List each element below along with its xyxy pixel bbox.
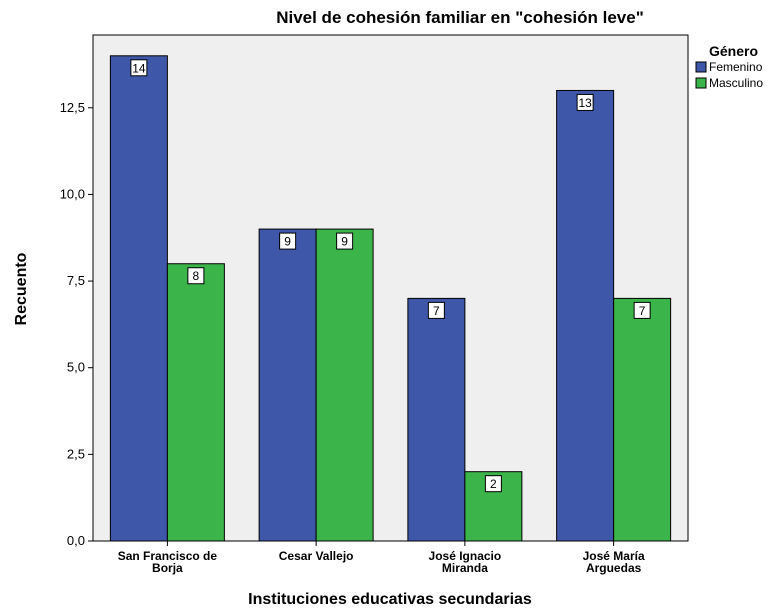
bar-masculino	[166, 263, 225, 542]
data-label: 9	[341, 235, 348, 249]
data-label: 9	[284, 235, 291, 249]
legend-label: Femenino	[709, 60, 763, 74]
legend-swatch-femenino	[695, 61, 707, 73]
data-label-box	[633, 301, 651, 319]
y-axis: 0,0 2,5 5,0 7,5 10,0 12,5	[60, 100, 93, 548]
legend: Género Femenino Masculino	[695, 43, 763, 90]
chart-title: Nivel de cohesión familiar en "cohesión …	[276, 8, 644, 27]
data-label-box	[427, 301, 445, 319]
x-tick-label: Arguedas	[586, 561, 642, 575]
data-label-box	[130, 59, 148, 77]
data-label-box	[279, 232, 297, 250]
y-axis-title: Recuento	[13, 252, 30, 325]
bars: 14 8 9 9 7 2 13 7	[109, 55, 672, 542]
data-label-box	[336, 232, 354, 250]
bar-femenino	[407, 297, 466, 542]
bar-femenino	[109, 55, 168, 542]
x-tick-label: Cesar Vallejo	[279, 549, 354, 563]
legend-title: Género	[709, 43, 758, 59]
x-tick-label: José Ignacio	[429, 549, 502, 563]
bar-masculino	[613, 297, 672, 542]
x-tick-label: Borja	[152, 561, 183, 575]
legend-swatch-masculino	[695, 77, 707, 89]
x-axis-title: Instituciones educativas secundarias	[248, 591, 532, 608]
data-label-box	[484, 475, 502, 493]
legend-label: Masculino	[709, 76, 763, 90]
bar-masculino	[315, 228, 374, 542]
data-label: 2	[490, 477, 497, 491]
data-label: 13	[578, 96, 592, 110]
bar-femenino	[258, 228, 317, 542]
data-label: 7	[639, 304, 646, 318]
x-tick-label: Miranda	[442, 561, 488, 575]
data-label: 14	[132, 61, 146, 75]
y-tick-label: 12,5	[60, 100, 85, 115]
data-label-box	[187, 267, 205, 285]
y-tick-label: 5,0	[67, 360, 85, 375]
data-label: 7	[433, 304, 440, 318]
x-tick-label: San Francisco de	[118, 549, 218, 563]
y-tick-label: 7,5	[67, 273, 85, 288]
bar-femenino	[556, 89, 615, 542]
y-tick-label: 10,0	[60, 186, 85, 201]
y-tick-label: 0,0	[67, 533, 85, 548]
x-tick-label: José María	[583, 549, 645, 563]
data-label: 8	[193, 269, 200, 283]
data-label-box	[576, 93, 594, 111]
y-tick-label: 2,5	[67, 446, 85, 461]
